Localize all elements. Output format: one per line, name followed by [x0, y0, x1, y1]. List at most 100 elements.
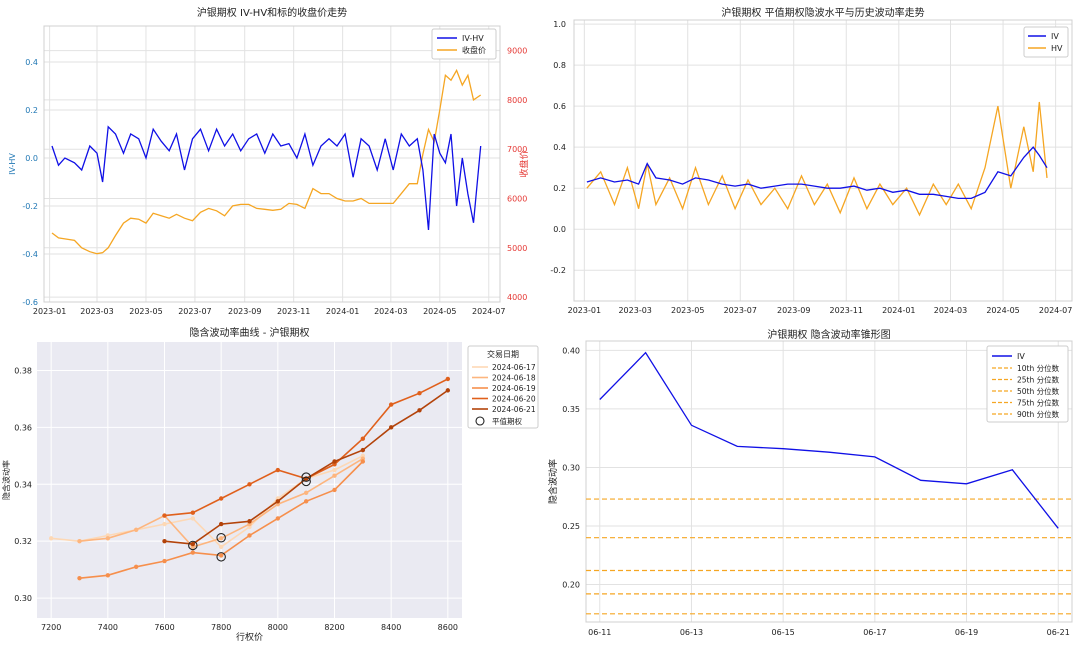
x-tick-label: 2024-07 — [472, 307, 505, 316]
legend-box — [1023, 26, 1069, 58]
data-point — [303, 490, 309, 496]
legend-box — [431, 28, 497, 60]
y2-tick-label: 6000 — [507, 195, 527, 204]
y-tick-label: -0.6 — [22, 298, 38, 307]
x-tick-label: 06-13 — [680, 628, 703, 637]
y-tick-label: 0.25 — [562, 522, 580, 531]
x-tick-label: 2023-05 — [671, 306, 704, 315]
x-tick-label: 2023-01 — [33, 307, 66, 316]
data-point — [105, 573, 111, 578]
x-tick-label: 2024-03 — [374, 307, 407, 316]
legend-entry: 2024-06-20 — [492, 395, 536, 404]
y-tick-label: 0.2 — [25, 106, 38, 115]
y-tick-label: 0.6 — [553, 102, 566, 111]
y-tick-label: 0.2 — [553, 184, 566, 193]
y-tick-label: 0.4 — [553, 143, 566, 152]
data-point — [332, 487, 337, 493]
y-tick-label: 0.0 — [25, 154, 38, 163]
data-point — [218, 536, 224, 541]
series-line-hv — [586, 101, 1048, 217]
data-point — [218, 544, 224, 550]
data-point — [360, 459, 366, 464]
data-point — [417, 408, 422, 413]
y-tick-label: 0.20 — [562, 581, 580, 590]
x-tick-label: 2024-01 — [326, 307, 359, 316]
x-tick-label: 7200 — [41, 623, 61, 632]
y-tick-label: 0.30 — [562, 463, 580, 472]
x-tick-label: 2024-05 — [986, 306, 1019, 315]
legend-swatch — [475, 416, 485, 426]
y-tick-label: 0.8 — [553, 61, 566, 70]
data-point — [332, 467, 337, 473]
x-tick-label: 2023-03 — [80, 307, 113, 316]
y-tick-label: 0.0 — [553, 225, 566, 234]
y-axis-label: IV-HV — [8, 153, 17, 175]
legend-entry: 收盘价 — [462, 45, 486, 55]
y-tick-label: 0.32 — [14, 537, 32, 546]
y2-tick-label: 4000 — [507, 293, 527, 302]
data-point — [190, 510, 196, 515]
y2-tick-label: 8000 — [507, 96, 527, 105]
chart-title: 沪银期权 IV-HV和标的收盘价走势 — [197, 6, 347, 19]
atm-marker — [216, 552, 226, 562]
chart-title: 沪银期权 隐含波动率锥形图 — [767, 328, 890, 341]
data-point — [247, 482, 252, 487]
data-point — [162, 538, 167, 544]
data-point — [105, 536, 111, 541]
x-tick-label: 2024-03 — [934, 306, 967, 315]
legend-entry: 50th 分位数 — [1017, 386, 1060, 396]
data-point — [360, 447, 366, 453]
plot-frame — [43, 25, 501, 303]
chart-atm-iv-hv: 2023-01 2023-03 2023-05 2023-07 2023-09 2023-… — [550, 6, 1073, 315]
atm-marker — [216, 533, 226, 543]
legend-entry: 90th 分位数 — [1017, 409, 1060, 419]
x-tick-label: 06-15 — [772, 628, 795, 637]
x-tick-label: 06-19 — [955, 628, 978, 637]
data-point — [275, 499, 281, 504]
x-tick-label: 2023-11 — [277, 307, 310, 316]
chart-title: 隐含波动率曲线 - 沪银期权 — [190, 326, 310, 339]
data-point — [275, 467, 281, 473]
y2-axis-label: 收盘价 — [518, 150, 530, 177]
chart-iv-cone: 06-11 06-13 06-15 06-17 06-19 06-21 0.20 0.25 0.… — [547, 328, 1073, 637]
x-tick-label: 06-21 — [1047, 628, 1070, 637]
y-tick-label: -0.2 — [550, 266, 566, 275]
x-tick-label: 2024-01 — [882, 306, 915, 315]
data-point — [247, 519, 252, 524]
x-tick-label: 2023-09 — [777, 306, 810, 315]
y-axis-label: 隐含波动率 — [1, 460, 11, 500]
x-tick-label: 2023-07 — [178, 307, 211, 316]
plot-frame — [585, 340, 1073, 623]
data-point — [360, 436, 366, 441]
data-point — [332, 473, 337, 478]
data-point — [218, 553, 224, 558]
data-point — [275, 516, 281, 521]
data-point — [218, 521, 224, 527]
data-point — [133, 564, 139, 569]
x-tick-label: 8200 — [324, 623, 344, 632]
legend-title: 交易日期 — [487, 349, 519, 359]
data-point — [77, 538, 82, 544]
legend-entry: 2024-06-18 — [492, 374, 536, 383]
data-point — [162, 521, 167, 527]
y2-tick-label: 7000 — [507, 145, 527, 154]
legend: IV HV — [1023, 26, 1069, 58]
x-tick-label: 8000 — [268, 623, 288, 632]
chart-iv-hv-price: 2023-01 2023-03 2023-05 2023-07 2023-09 2023-… — [8, 6, 530, 316]
y-tick-label: 0.36 — [14, 423, 32, 432]
series-line-iv — [599, 351, 1059, 529]
x-tick-label: 7600 — [154, 623, 174, 632]
legend: IV-HV 收盘价 — [431, 28, 497, 60]
data-point — [190, 541, 196, 547]
chart-iv-smile: 7200 7400 7600 7800 8000 8200 8400 8600 0.30 0.32… — [1, 326, 539, 643]
data-point — [190, 516, 196, 521]
x-tick-label: 2024-05 — [423, 307, 456, 316]
data-point — [133, 527, 139, 532]
legend-entry: 10th 分位数 — [1017, 363, 1060, 373]
data-point — [190, 550, 196, 555]
y-tick-label: 0.35 — [562, 405, 580, 414]
series-line-close-price — [51, 68, 482, 255]
